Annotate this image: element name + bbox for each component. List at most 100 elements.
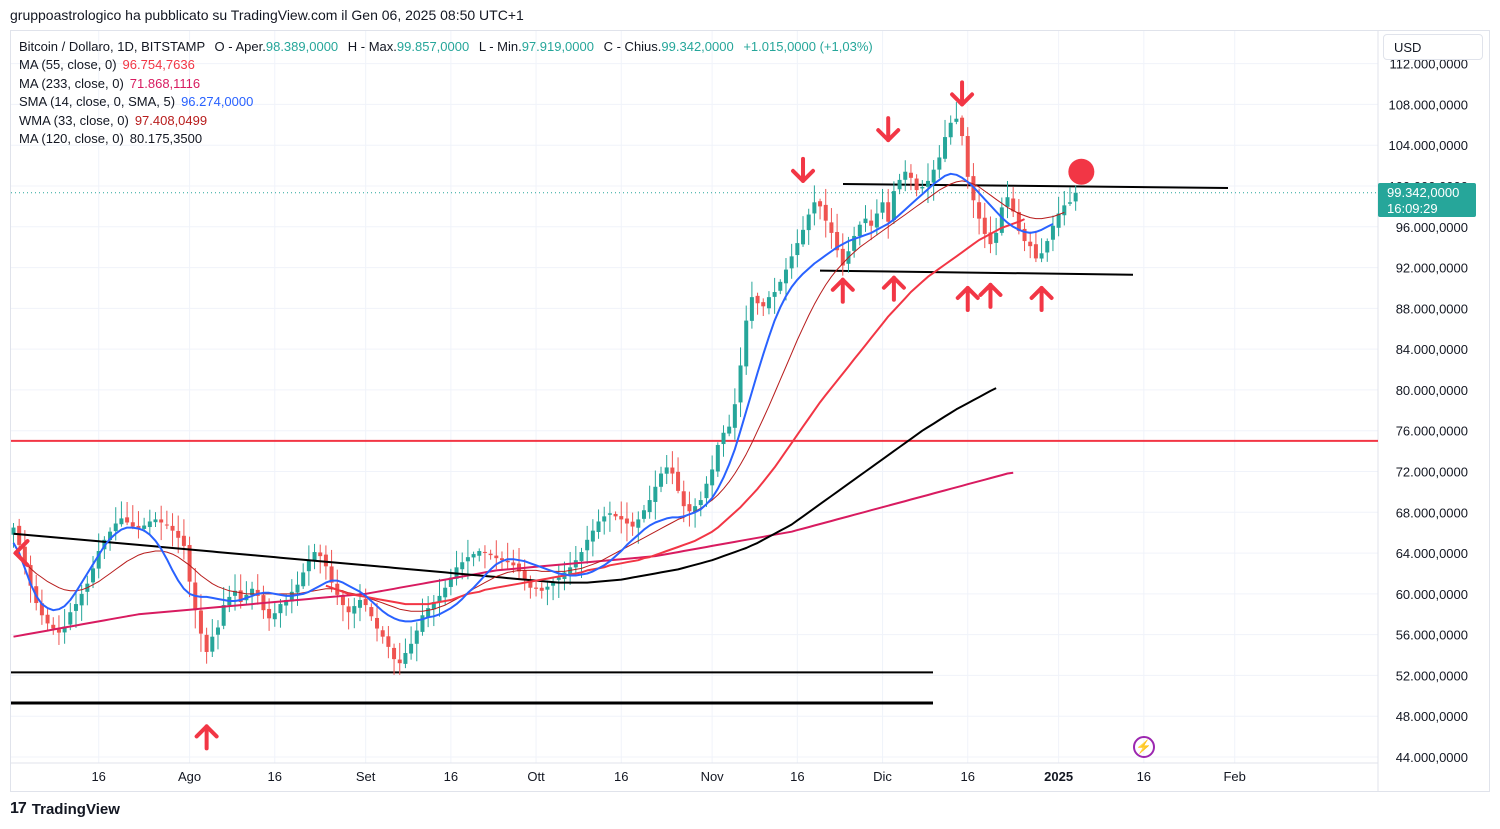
arrow-head <box>955 285 980 300</box>
sma14-line <box>12 172 1054 623</box>
arrow-head <box>830 277 855 292</box>
x-tick-label: 16 <box>614 769 628 784</box>
symbol-row: Bitcoin / Dollaro, 1D, BITSTAMP O - Aper… <box>19 38 873 56</box>
y-tick-label: 84.000,0000 <box>1396 342 1468 357</box>
candle-body <box>647 500 652 513</box>
y-tick-label: 60.000,0000 <box>1396 587 1468 602</box>
chart-frame[interactable] <box>10 30 1490 792</box>
candle-body <box>988 232 993 245</box>
candle-body <box>108 531 113 541</box>
candle-body <box>386 636 391 647</box>
symbol-label[interactable]: Bitcoin / Dollaro, 1D, BITSTAMP <box>19 39 205 54</box>
candle-body <box>352 606 357 614</box>
candle-body <box>715 444 720 472</box>
indicator-row[interactable]: MA (55, close, 0) 96.754,7636 <box>19 56 873 74</box>
tradingview-brand[interactable]: 17 TradingView <box>10 800 120 818</box>
candle-body <box>187 545 192 582</box>
ma233-line <box>13 471 1014 638</box>
low-label: L - Min. <box>478 39 522 54</box>
x-tick-label: 16 <box>91 769 105 784</box>
candle-body <box>624 518 629 524</box>
indicator-value: 71.868,1116 <box>129 75 201 91</box>
candle-body <box>801 229 806 245</box>
open-label: O - Aper. <box>214 39 266 54</box>
candle-body <box>749 297 754 321</box>
candle-body <box>681 491 686 507</box>
candle-body <box>1050 225 1055 240</box>
low-value: 97.919,0000 <box>521 39 594 54</box>
candle-body <box>488 553 493 556</box>
candle-body <box>1062 205 1067 216</box>
y-tick-label: 80.000,0000 <box>1396 383 1468 398</box>
candle-body <box>925 180 930 187</box>
candle-body <box>499 558 504 561</box>
level-line-resistance <box>842 182 1229 190</box>
candle-body <box>443 587 448 598</box>
x-tick-label: Feb <box>1223 769 1245 784</box>
candle-body <box>664 467 669 474</box>
indicator-row[interactable]: MA (120, close, 0) 80.175,3500 <box>19 130 873 148</box>
candle-body <box>1067 202 1072 204</box>
lightning-icon[interactable]: ⚡ <box>1133 736 1155 758</box>
candle-body <box>874 213 879 228</box>
candle-body <box>233 590 238 596</box>
candle-body <box>1073 192 1078 202</box>
y-tick-label: 76.000,0000 <box>1396 424 1468 439</box>
candle-body <box>159 519 164 523</box>
candle-body <box>380 630 385 637</box>
target-dot <box>1068 158 1095 185</box>
x-tick-label: Ago <box>178 769 201 784</box>
indicator-row[interactable]: WMA (33, close, 0) 97.408,0499 <box>19 112 873 130</box>
x-tick-label: Set <box>356 769 376 784</box>
candle-body <box>130 522 135 527</box>
candle-body <box>772 292 777 297</box>
indicator-row[interactable]: SMA (14, close, 0, SMA, 5) 96.274,0000 <box>19 93 873 111</box>
candle-body <box>1011 198 1016 212</box>
x-tick-label: Ott <box>527 769 545 784</box>
candle-body <box>823 204 828 221</box>
candle-body <box>1022 228 1027 242</box>
candle-body <box>403 652 408 664</box>
candle-body <box>931 169 936 183</box>
candle-body <box>142 525 147 529</box>
candle-body <box>357 599 362 608</box>
y-tick-label: 104.000,0000 <box>1388 138 1468 153</box>
arrow-up-icon <box>194 724 219 751</box>
ma120-line <box>13 387 997 584</box>
y-tick-label: 56.000,0000 <box>1396 628 1468 643</box>
publisher-line: gruppoastrologico ha pubblicato su Tradi… <box>10 7 524 23</box>
candle-body <box>698 500 703 506</box>
arrow-down-icon <box>791 156 816 183</box>
candle-body <box>738 365 743 403</box>
x-tick-label: 16 <box>961 769 975 784</box>
arrow-down-icon <box>950 80 975 107</box>
arrow-down-icon <box>876 116 901 143</box>
candle-body <box>250 588 255 596</box>
candle-body <box>914 178 919 191</box>
arrow-head <box>791 168 816 183</box>
y-tick-label: 112.000,0000 <box>1389 57 1468 72</box>
candle-body <box>869 220 874 226</box>
currency-selector[interactable]: USD <box>1383 34 1483 60</box>
candle-body <box>426 608 431 618</box>
candle-body <box>369 607 374 617</box>
candle-body <box>687 504 692 512</box>
arrow-head <box>950 92 975 107</box>
candle-body <box>954 118 959 122</box>
indicator-row[interactable]: MA (233, close, 0) 71.868,1116 <box>19 75 873 93</box>
arrow-up-icon <box>830 277 855 304</box>
candle-body <box>238 590 243 603</box>
indicator-label: MA (233, close, 0) <box>19 75 124 91</box>
candle-body <box>630 521 635 527</box>
candle-body <box>744 320 749 367</box>
y-tick-label: 44.000,0000 <box>1396 750 1468 765</box>
candle-body <box>295 584 300 593</box>
candle-body <box>761 302 766 307</box>
candle-body <box>511 562 516 566</box>
arrow-head <box>1029 285 1054 300</box>
candle-body <box>272 613 277 620</box>
x-tick-label: 16 <box>268 769 282 784</box>
candle-body <box>79 593 84 606</box>
candle-body <box>534 587 539 589</box>
